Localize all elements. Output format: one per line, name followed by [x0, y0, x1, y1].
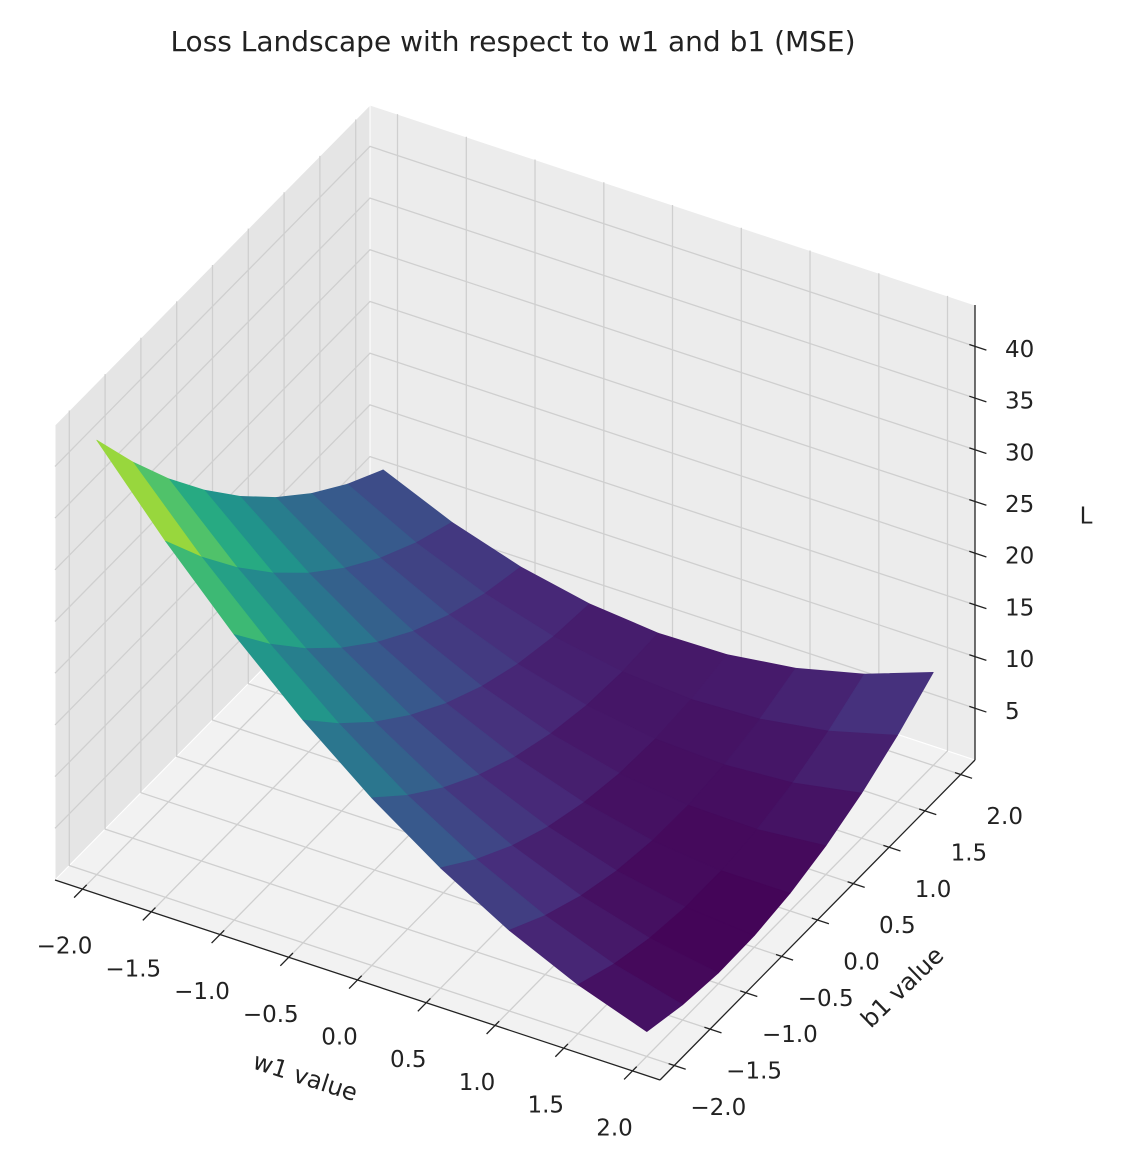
- grid-line: [54, 249, 976, 571]
- x-axis-label: w1 value: [250, 1047, 361, 1107]
- z-tick: [969, 602, 987, 610]
- y-tick-label: 0.5: [879, 913, 916, 939]
- z-tick-label: 5: [1005, 699, 1020, 725]
- y-tick-label: 0.0: [843, 950, 880, 976]
- y-tick-label: −0.5: [798, 986, 854, 1012]
- x-tick-label: 0.0: [321, 1025, 358, 1051]
- z-tick: [969, 498, 987, 506]
- y-tick-label: −1.0: [762, 1022, 818, 1048]
- z-tick-label: 35: [1005, 389, 1034, 415]
- x-tick-label: −0.5: [243, 1002, 299, 1028]
- z-tick-label: 20: [1005, 544, 1034, 570]
- z-tick-label: 10: [1005, 647, 1034, 673]
- x-tick-label: 1.0: [459, 1070, 496, 1096]
- x-tick: [486, 1020, 500, 1035]
- axes: −2.0−1.5−1.0−0.50.00.51.01.52.0−2.0−1.5−…: [37, 305, 1034, 1141]
- z-tick-label: 30: [1005, 440, 1034, 466]
- x-tick: [279, 952, 294, 967]
- surface-patch: [577, 963, 683, 1032]
- y-tick: [740, 990, 758, 998]
- y-tick-label: 1.5: [951, 840, 988, 866]
- grid-line: [54, 404, 976, 726]
- y-tick: [918, 808, 937, 816]
- y-tick: [775, 953, 794, 961]
- surface: [96, 439, 934, 1032]
- grid-line: [104, 374, 711, 1030]
- y-tick-label: −2.0: [690, 1095, 746, 1121]
- z-tick-label: 15: [1005, 595, 1034, 621]
- grid-line: [54, 145, 976, 467]
- x-tick-label: 0.5: [390, 1047, 427, 1073]
- y-tick: [668, 1062, 686, 1070]
- x-tick-label: 2.0: [596, 1115, 633, 1141]
- grid-line: [68, 410, 675, 1067]
- z-tick: [969, 654, 987, 661]
- x-tick: [554, 1043, 569, 1058]
- y-tick: [847, 881, 865, 889]
- x-axis-line: [54, 879, 661, 1081]
- y-tick-label: −1.5: [726, 1059, 782, 1085]
- z-tick: [969, 447, 987, 455]
- x-tick: [211, 929, 225, 944]
- x-tick: [348, 975, 363, 990]
- x-tick: [73, 884, 88, 899]
- x-tick-label: −2.0: [37, 934, 93, 960]
- z-tick: [969, 550, 987, 558]
- y-tick: [883, 844, 901, 852]
- y-tick-label: 1.0: [915, 877, 952, 903]
- z-tick: [969, 343, 987, 351]
- grid-line: [632, 295, 949, 1072]
- y-axis-line: [659, 759, 976, 1081]
- y-tick: [954, 772, 973, 779]
- x-tick-label: −1.0: [174, 979, 230, 1005]
- y-tick: [811, 917, 830, 925]
- x-tick-label: −1.5: [105, 956, 161, 982]
- z-tick: [969, 705, 987, 713]
- y-tick-label: 2.0: [986, 804, 1023, 830]
- grid-line: [54, 352, 976, 674]
- grid-line: [54, 455, 976, 778]
- x-tick: [623, 1066, 638, 1080]
- chart-title: Loss Landscape with respect to w1 and b1…: [170, 25, 855, 58]
- x-tick-label: 1.5: [527, 1093, 564, 1119]
- z-axis-label: L: [1080, 504, 1093, 530]
- z-tick-label: 40: [1005, 337, 1034, 363]
- grid-line: [54, 197, 976, 519]
- y-tick: [704, 1026, 722, 1034]
- z-tick: [969, 395, 987, 403]
- x-tick: [417, 997, 431, 1012]
- x-tick: [142, 907, 156, 921]
- z-tick-label: 25: [1005, 492, 1034, 518]
